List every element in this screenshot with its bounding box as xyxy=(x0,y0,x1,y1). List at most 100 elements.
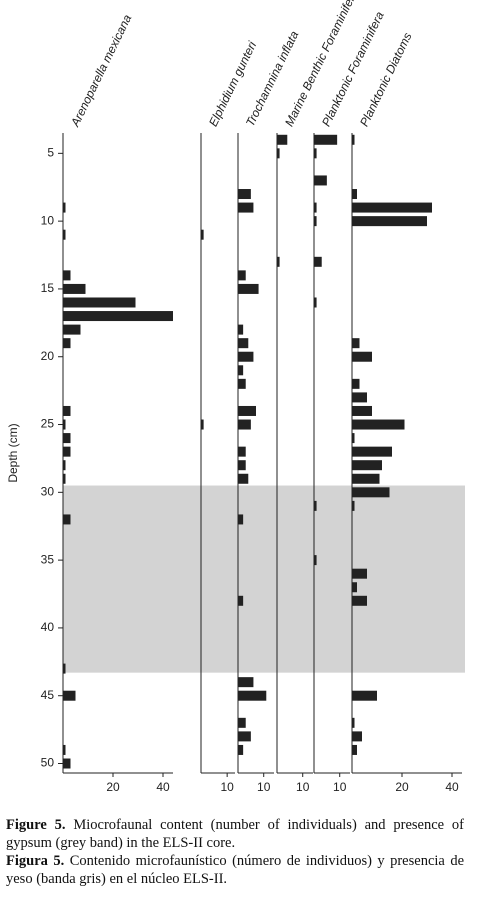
bar xyxy=(63,283,86,294)
bar xyxy=(314,297,317,308)
bar xyxy=(277,134,288,145)
bar xyxy=(352,392,367,403)
bar xyxy=(352,473,380,484)
bar xyxy=(238,731,251,742)
bar xyxy=(238,283,259,294)
caption: Figure 5. Miocrofaunal content (number o… xyxy=(0,810,478,888)
x-tick-label: 20 xyxy=(106,780,120,794)
bar xyxy=(352,582,357,593)
y-tick-label: 30 xyxy=(41,484,55,498)
bar xyxy=(63,202,66,213)
y-tick-label: 50 xyxy=(41,756,55,770)
y-tick-label: 20 xyxy=(41,349,55,363)
bar xyxy=(352,351,372,362)
bar xyxy=(352,216,427,227)
x-tick-label: 10 xyxy=(333,780,347,794)
y-tick-label: 15 xyxy=(41,281,55,295)
bar xyxy=(238,324,244,335)
bar xyxy=(238,419,251,430)
bar xyxy=(63,473,66,484)
y-tick-label: 25 xyxy=(41,417,55,431)
bar xyxy=(352,405,372,416)
y-tick-label: 10 xyxy=(41,213,55,227)
bar xyxy=(238,460,246,471)
bar xyxy=(314,134,338,145)
bar xyxy=(63,690,76,701)
bar xyxy=(238,202,254,213)
bar xyxy=(238,744,244,755)
bar xyxy=(314,202,317,213)
bar xyxy=(238,717,246,728)
bar xyxy=(63,758,71,769)
bar xyxy=(238,690,267,701)
bar xyxy=(352,446,392,457)
bar xyxy=(238,595,244,606)
bar xyxy=(352,338,360,349)
bar xyxy=(63,229,66,240)
chart: 5 10 15 20 25 30 35 40 45 50 Depth (cm) 20 40 Arenopa… xyxy=(6,0,465,794)
bar xyxy=(201,229,204,240)
y-tick-label: 5 xyxy=(47,146,54,160)
bar xyxy=(314,175,327,186)
bar xyxy=(277,148,280,159)
y-tick-label: 45 xyxy=(41,688,55,702)
x-tick-label: 40 xyxy=(156,780,170,794)
x-tick-label: 40 xyxy=(445,780,459,794)
bar xyxy=(352,568,367,579)
bar xyxy=(63,297,136,308)
y-axis-label: Depth (cm) xyxy=(6,423,20,482)
bar xyxy=(352,460,382,471)
bar xyxy=(63,419,66,430)
bar xyxy=(63,338,71,349)
bar xyxy=(314,256,322,267)
panel-title: Arenoparella mexicana xyxy=(68,12,135,130)
caption-label: Figura 5. xyxy=(6,853,65,869)
bar xyxy=(352,202,432,213)
bar xyxy=(314,500,317,511)
bar xyxy=(352,731,362,742)
bar xyxy=(352,419,405,430)
bar xyxy=(314,148,317,159)
bar xyxy=(352,595,367,606)
bar xyxy=(238,189,251,200)
bar xyxy=(238,351,254,362)
bar xyxy=(352,500,355,511)
x-tick-label: 20 xyxy=(395,780,409,794)
bar xyxy=(314,555,317,566)
bar xyxy=(63,311,173,322)
bar xyxy=(238,365,244,376)
bar xyxy=(352,134,355,145)
gypsum-band xyxy=(63,485,465,673)
x-tick-label: 10 xyxy=(257,780,271,794)
caption-es: Figura 5. Contenido microfaunístico (núm… xyxy=(6,852,464,888)
bar xyxy=(201,419,204,430)
bar xyxy=(238,270,246,281)
bar xyxy=(314,216,317,227)
bar xyxy=(238,405,256,416)
bar xyxy=(63,446,71,457)
y-tick-label: 40 xyxy=(41,620,55,634)
bar xyxy=(238,338,249,349)
bar xyxy=(352,433,355,444)
bar xyxy=(63,663,66,674)
bar xyxy=(63,460,66,471)
x-tick-label: 10 xyxy=(296,780,310,794)
caption-en: Figure 5. Miocrofaunal content (number o… xyxy=(6,816,464,852)
caption-text: Contenido microfaunístico (número de ind… xyxy=(6,853,465,887)
x-tick-label: 10 xyxy=(220,780,234,794)
bar xyxy=(352,487,390,498)
bar xyxy=(63,433,71,444)
bar xyxy=(238,446,246,457)
caption-text: Miocrofaunal content (number of individu… xyxy=(6,817,465,851)
bar xyxy=(63,324,81,335)
bar xyxy=(352,744,357,755)
y-tick-label: 35 xyxy=(41,552,55,566)
bar xyxy=(63,405,71,416)
bar xyxy=(63,514,71,525)
bar xyxy=(352,189,357,200)
bar xyxy=(352,378,360,389)
bar xyxy=(238,514,244,525)
bar xyxy=(352,690,377,701)
bar xyxy=(63,744,66,755)
